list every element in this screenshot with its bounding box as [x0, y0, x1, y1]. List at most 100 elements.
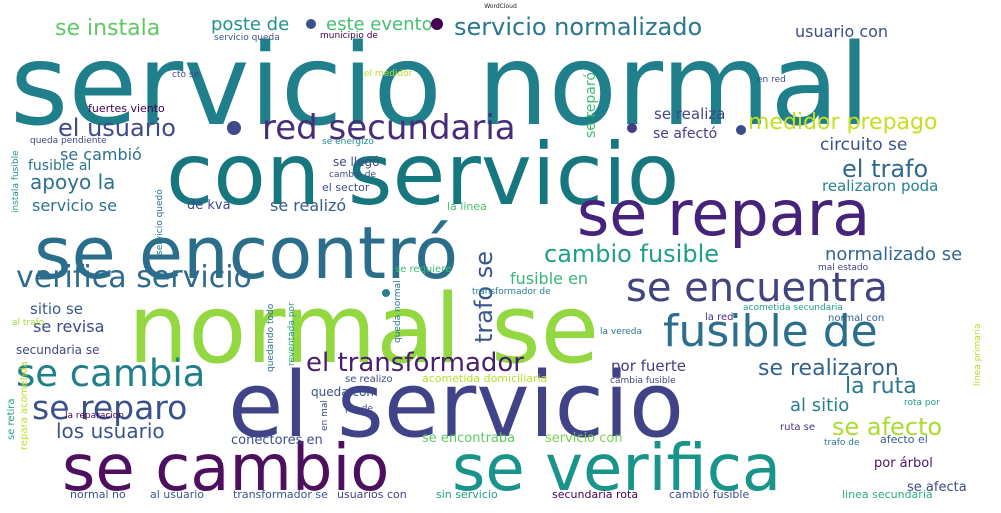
- word-item: realizaron poda: [822, 177, 938, 195]
- word-item: al usuario: [150, 488, 204, 501]
- word-item: municipio de: [320, 31, 378, 41]
- word-item: sin servicio: [436, 488, 498, 501]
- word-item: se instala: [55, 16, 160, 41]
- word-item: conectores en: [231, 433, 323, 448]
- word-item: se realiza: [654, 105, 725, 123]
- word-item: servicio queda: [214, 33, 280, 43]
- word-item: en red: [757, 75, 786, 85]
- word-item: secundaria se: [16, 343, 99, 357]
- word-item: se cambia: [16, 352, 205, 395]
- word-item: en mal: [320, 400, 330, 431]
- word-item: se realizó: [270, 196, 346, 215]
- word-item: acometida domiciliaria: [422, 372, 547, 385]
- word-item: queda normal: [393, 280, 403, 343]
- word-item: la reparacion: [65, 411, 124, 421]
- word-item: secundaria rota: [552, 488, 638, 501]
- word-item: al trafo: [12, 318, 45, 328]
- word-item: el medidor: [364, 69, 413, 79]
- word-item: al sitio: [790, 395, 849, 416]
- word-item: se llegó: [333, 155, 379, 169]
- word-item: el trafo: [842, 155, 928, 183]
- word-item: rota por: [904, 398, 940, 408]
- word-item: normalizado se: [825, 244, 962, 265]
- word-item: cambió fusible: [669, 488, 749, 501]
- word-item: el transformador: [306, 348, 524, 378]
- word-item: el servicio: [228, 353, 684, 458]
- word-item: se afecta: [907, 480, 967, 495]
- word-item: linea primaria: [973, 323, 983, 386]
- word-item: normal se: [128, 275, 599, 385]
- word-item: se afecto: [832, 413, 942, 441]
- dot-mark: [736, 125, 746, 135]
- word-item: trafo de: [824, 438, 860, 448]
- word-item: de kva: [187, 198, 231, 213]
- word-item: sitio se: [30, 300, 83, 318]
- word-item: trafo se: [470, 251, 498, 343]
- word-item: instala fusible: [11, 150, 21, 213]
- word-item: se revisa: [33, 317, 104, 336]
- word-item: servicio normalizado: [454, 13, 702, 41]
- word-item: transformador se: [233, 488, 328, 501]
- word-item: poste de: [211, 14, 289, 35]
- word-item: reventada por: [287, 302, 297, 366]
- word-item: se encontraba: [422, 431, 515, 446]
- word-item: se realizo: [345, 374, 393, 385]
- word-item: normal no: [70, 488, 126, 501]
- word-item: fusible al: [28, 158, 91, 174]
- word-item: se requiere: [395, 264, 451, 275]
- word-item: se encontró: [34, 211, 458, 295]
- word-item: servicio quedó: [154, 189, 165, 255]
- word-item: se encuentra: [626, 265, 888, 311]
- dot-mark: [382, 289, 390, 297]
- word-item: se verifica: [452, 432, 781, 506]
- word-item: con servicio: [166, 125, 679, 225]
- word-item: cambio de: [329, 170, 377, 180]
- word-item: cambia fusible: [610, 376, 676, 386]
- word-item: pin de: [345, 404, 373, 414]
- word-item: se reparo: [32, 388, 187, 427]
- word-item: usuario con: [795, 22, 888, 41]
- word-item: linea secundaria: [842, 488, 933, 501]
- word-item: quedando todo: [266, 303, 276, 372]
- word-item: la vereda: [600, 327, 642, 337]
- word-item: este evento: [326, 14, 433, 35]
- word-item: fusible de: [663, 306, 878, 357]
- word-item: el usuario: [58, 114, 176, 142]
- word-item: queda con: [311, 385, 374, 399]
- word-item: afecto el: [880, 433, 928, 446]
- word-item: se energizó: [322, 136, 374, 147]
- dot-mark: [431, 18, 443, 30]
- word-item: normal con: [828, 313, 884, 324]
- word-item: se retira: [6, 398, 17, 440]
- word-item: se afectó: [653, 126, 717, 142]
- word-item: servicio normal: [10, 21, 870, 151]
- word-item: ruta se: [780, 422, 815, 433]
- word-item: fusible en: [510, 269, 588, 288]
- word-item: verifica servicio: [16, 260, 252, 295]
- word-item: cto se: [172, 70, 200, 80]
- word-item: mal estado: [818, 263, 869, 273]
- word-item: por árbol: [874, 456, 933, 471]
- word-item: la linea: [447, 200, 487, 213]
- word-item: servicio con: [545, 431, 623, 446]
- word-item: acometida secundaria: [743, 303, 843, 313]
- dot-mark: [627, 123, 637, 133]
- word-item: cambio fusible: [544, 240, 719, 268]
- word-item: queda pendiente: [30, 136, 107, 146]
- word-item: el sector: [322, 181, 370, 194]
- word-item: servicio se: [32, 196, 117, 215]
- word-item: se realizaron: [758, 356, 899, 381]
- word-item: apoyo la: [30, 170, 115, 194]
- dot-mark: [306, 19, 316, 29]
- word-item: transformador de: [472, 287, 551, 297]
- word-item: se cambió: [60, 145, 142, 164]
- chart-title: WordCloud: [484, 3, 517, 10]
- word-item: usuarios con: [337, 488, 407, 501]
- word-item: se cambio: [62, 432, 389, 506]
- word-item: red secundaria: [262, 108, 516, 148]
- word-item: la ruta: [845, 374, 917, 399]
- word-item: medidor prepago: [748, 110, 937, 135]
- word-item: circuito se: [820, 135, 907, 155]
